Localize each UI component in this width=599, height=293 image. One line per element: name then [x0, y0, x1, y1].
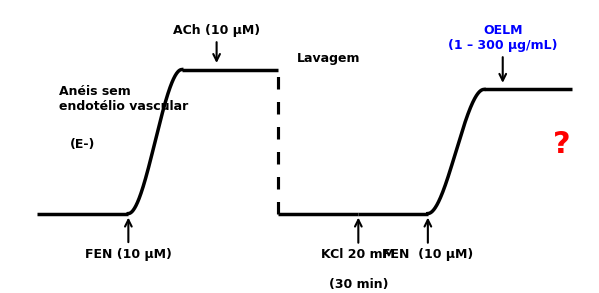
- Text: (E-): (E-): [69, 137, 95, 151]
- Text: FEN (10 μM): FEN (10 μM): [85, 220, 172, 261]
- Text: KCl 20 mM: KCl 20 mM: [321, 220, 395, 261]
- Text: OELM
(1 – 300 μg/mL): OELM (1 – 300 μg/mL): [448, 24, 558, 81]
- Text: FEN  (10 μM): FEN (10 μM): [382, 220, 473, 261]
- Text: (30 min): (30 min): [329, 278, 388, 291]
- Text: ACh (10 μM): ACh (10 μM): [173, 24, 260, 61]
- Text: ?: ?: [553, 130, 570, 159]
- Text: Lavagem: Lavagem: [297, 52, 361, 65]
- Text: Anéis sem
endotélio vascular: Anéis sem endotélio vascular: [59, 85, 188, 113]
